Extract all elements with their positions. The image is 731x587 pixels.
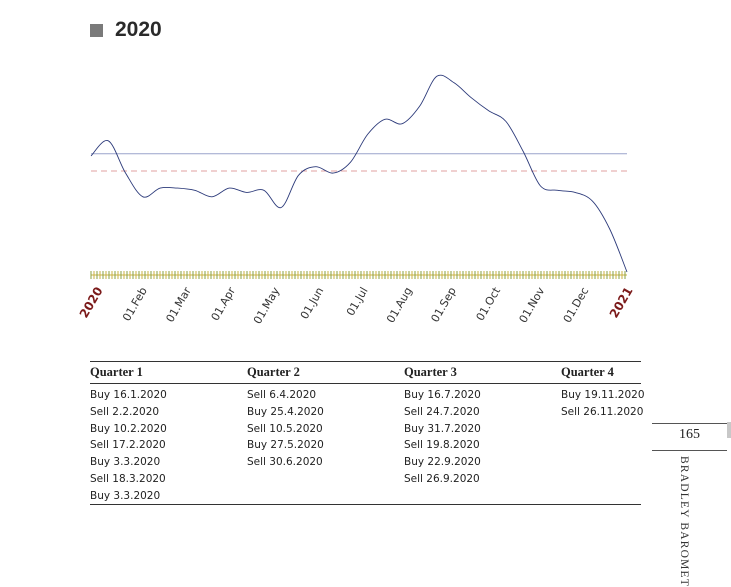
page-number-top-rule [652, 423, 727, 424]
signal-entry: Buy 3.3.2020 [90, 489, 161, 502]
quarter-header: Quarter 4 [561, 365, 614, 379]
x-tick-label: 01.Dec [561, 285, 592, 325]
signal-entry: Sell 26.11.2020 [561, 405, 644, 418]
x-tick-label: 01.Sep [429, 285, 459, 325]
chart-title: 2020 [115, 18, 162, 41]
price-line-chart: 2020 01.Feb 01.Mar 01.Apr 01.May 01.Jun 01.Jul… [77, 74, 636, 326]
signal-entry: Buy 31.7.2020 [404, 422, 481, 435]
x-tick-label: 01.Mar [164, 285, 195, 325]
signal-entry: Sell 19.8.2020 [404, 439, 480, 452]
quarter-column: Buy 16.7.2020 Sell 24.7.2020 Buy 31.7.2020… [404, 387, 561, 505]
quarter-header: Quarter 2 [247, 365, 300, 379]
signal-entry: Buy 25.4.2020 [247, 405, 324, 418]
x-tick-label: 01.Oct [474, 284, 504, 323]
chart-heading: 2020 [90, 18, 162, 42]
quarter-column: Buy 19.11.2020 Sell 26.11.2020 [561, 387, 645, 505]
x-tick-label: 01.Apr [209, 285, 239, 324]
signal-entry: Buy 10.2.2020 [90, 422, 167, 435]
table-header-rule [90, 383, 641, 384]
x-axis-ticks [90, 271, 627, 279]
x-tick-label: 01.Nov [517, 285, 548, 326]
x-tick-label: 2020 [77, 285, 106, 321]
signal-entry: Buy 27.5.2020 [247, 439, 324, 452]
x-tick-label: 2021 [607, 285, 636, 321]
signal-entry: Sell 10.5.2020 [247, 422, 323, 435]
signal-entry: Buy 22.9.2020 [404, 456, 481, 469]
signal-entry: Sell 26.9.2020 [404, 472, 480, 485]
signal-entry: Sell 18.3.2020 [90, 472, 166, 485]
quarter-header: Quarter 3 [404, 365, 457, 379]
signal-entry: Sell 24.7.2020 [404, 405, 480, 418]
table-top-rule [90, 361, 641, 362]
page-number-bottom-rule [652, 450, 727, 451]
scrollbar-thumb[interactable] [727, 422, 731, 438]
running-title: BRADLEY BAROMETE [678, 456, 690, 587]
heading-square-icon [90, 23, 103, 37]
table-columns: Buy 16.1.2020 Sell 2.2.2020 Buy 10.2.2020 S… [90, 384, 645, 505]
signal-entry: Sell 6.4.2020 [247, 389, 317, 401]
x-tick-label: 01.Jun [298, 285, 327, 322]
quarter-column: Buy 16.1.2020 Sell 2.2.2020 Buy 10.2.2020 S… [90, 387, 247, 505]
trading-signals-table: Quarter 1 Quarter 2 Quarter 3 Quarter 4 Buy… [90, 361, 645, 505]
quarter-header: Quarter 1 [90, 365, 143, 379]
reference-lines [91, 153, 627, 172]
signal-entry: Buy 16.7.2020 [404, 389, 481, 401]
x-tick-label: 01.Feb [120, 285, 150, 324]
quarter-column: Sell 6.4.2020 Buy 25.4.2020 Sell 10.5.2020… [247, 387, 404, 505]
signal-entry: Sell 2.2.2020 [90, 405, 160, 418]
series-line [90, 74, 628, 273]
x-axis-tick-labels: 2020 01.Feb 01.Mar 01.Apr 01.May 01.Jun 01.Jul… [77, 284, 636, 326]
x-tick-label: 01.Aug [384, 285, 415, 325]
signal-entry: Buy 16.1.2020 [90, 389, 167, 401]
x-tick-label: 01.Jul [344, 285, 371, 318]
signal-entry: Buy 3.3.2020 [90, 456, 161, 469]
table-bottom-rule [90, 504, 641, 505]
signal-entry: Sell 17.2.2020 [90, 439, 166, 452]
x-tick-label: 01.May [251, 285, 283, 327]
signal-entry: Sell 30.6.2020 [247, 456, 323, 469]
page-number: 165 [679, 427, 700, 442]
table-header-row: Quarter 1 Quarter 2 Quarter 3 Quarter 4 [90, 362, 641, 383]
signal-entry: Buy 19.11.2020 [561, 389, 645, 401]
